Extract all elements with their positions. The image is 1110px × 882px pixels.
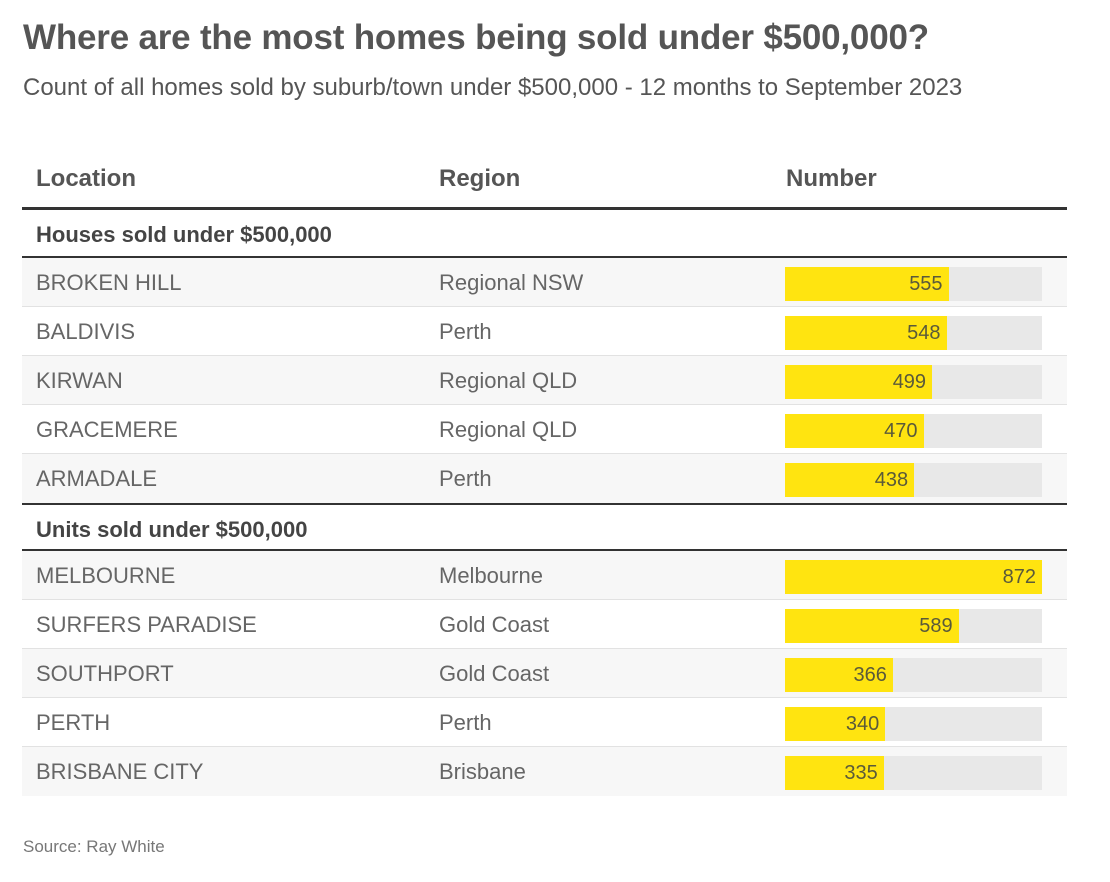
bar-track: 499 bbox=[785, 365, 1042, 399]
bar-track: 438 bbox=[785, 463, 1042, 497]
region-cell: Gold Coast bbox=[439, 612, 550, 637]
table-row: BROKEN HILL Regional NSW 555 bbox=[22, 258, 1067, 307]
bar-value-label: 335 bbox=[844, 762, 878, 784]
region-cell: Regional NSW bbox=[439, 270, 584, 295]
region-cell: Regional QLD bbox=[439, 417, 578, 442]
data-table: Location Region Number Houses sold under… bbox=[22, 150, 1067, 796]
location-cell: GRACEMERE bbox=[36, 417, 178, 442]
location-cell: SOUTHPORT bbox=[36, 661, 174, 686]
source-note: Source: Ray White bbox=[23, 837, 165, 856]
region-cell: Perth bbox=[439, 466, 492, 491]
bar-track: 548 bbox=[785, 316, 1042, 350]
region-cell: Melbourne bbox=[439, 563, 543, 588]
bar-track: 555 bbox=[785, 267, 1042, 301]
bar-value-label: 872 bbox=[1002, 566, 1036, 588]
table-row: BALDIVIS Perth 548 bbox=[22, 307, 1067, 356]
bar-value-label: 366 bbox=[853, 664, 887, 686]
region-cell: Gold Coast bbox=[439, 661, 550, 686]
location-cell: SURFERS PARADISE bbox=[36, 612, 257, 637]
region-cell: Brisbane bbox=[439, 759, 526, 784]
location-cell: PERTH bbox=[36, 710, 111, 735]
group-header: Houses sold under $500,000 bbox=[22, 210, 1067, 258]
table-row: SOUTHPORT Gold Coast 366 bbox=[22, 649, 1067, 698]
group-label: Houses sold under $500,000 bbox=[36, 222, 332, 247]
bar: 589 bbox=[785, 609, 959, 643]
bar-track: 589 bbox=[785, 609, 1042, 643]
table-header: Location Region Number bbox=[22, 150, 1067, 210]
table-row: PERTH Perth 340 bbox=[22, 698, 1067, 747]
bar-value-label: 555 bbox=[909, 273, 943, 295]
column-header-location: Location bbox=[36, 165, 136, 192]
bar: 335 bbox=[785, 756, 884, 790]
bar: 340 bbox=[785, 707, 886, 741]
location-cell: BROKEN HILL bbox=[36, 270, 182, 295]
table-row: KIRWAN Regional QLD 499 bbox=[22, 356, 1067, 405]
bar-value-label: 438 bbox=[874, 469, 909, 491]
column-header-region: Region bbox=[439, 165, 521, 192]
location-cell: ARMADALE bbox=[36, 466, 158, 491]
region-cell: Perth bbox=[439, 319, 492, 344]
chart-title: Where are the most homes being sold unde… bbox=[23, 18, 929, 57]
chart-subtitle: Count of all homes sold by suburb/town u… bbox=[23, 74, 963, 101]
table-row: SURFERS PARADISE Gold Coast 589 bbox=[22, 600, 1067, 649]
bar-value-label: 589 bbox=[919, 615, 953, 637]
table-row: BRISBANE CITY Brisbane 335 bbox=[22, 747, 1067, 796]
location-cell: BALDIVIS bbox=[36, 319, 136, 344]
table-row: ARMADALE Perth 438 bbox=[22, 454, 1067, 503]
group-header: Units sold under $500,000 bbox=[22, 503, 1067, 551]
bar: 872 bbox=[785, 560, 1042, 594]
table-row: MELBOURNE Melbourne 872 bbox=[22, 551, 1067, 600]
column-header-number: Number bbox=[786, 165, 877, 192]
bar-track: 872 bbox=[785, 560, 1042, 594]
location-cell: MELBOURNE bbox=[36, 563, 176, 588]
bar: 438 bbox=[785, 463, 915, 497]
bar-track: 335 bbox=[785, 756, 1042, 790]
bar-track: 366 bbox=[785, 658, 1042, 692]
table-body: Houses sold under $500,000 BROKEN HILL Reg… bbox=[22, 210, 1067, 796]
bar: 555 bbox=[785, 267, 949, 301]
location-cell: KIRWAN bbox=[36, 368, 123, 393]
bar: 499 bbox=[785, 365, 933, 399]
table-row: GRACEMERE Regional QLD 470 bbox=[22, 405, 1067, 454]
region-cell: Regional QLD bbox=[439, 368, 578, 393]
location-cell: BRISBANE CITY bbox=[36, 759, 204, 784]
bar-value-label: 340 bbox=[845, 713, 880, 735]
bar: 470 bbox=[785, 414, 924, 448]
region-cell: Perth bbox=[439, 710, 492, 735]
bar: 548 bbox=[785, 316, 947, 350]
bar-track: 340 bbox=[785, 707, 1042, 741]
group-label: Units sold under $500,000 bbox=[36, 517, 308, 542]
bar-value-label: 548 bbox=[907, 322, 941, 344]
bar-track: 470 bbox=[785, 414, 1042, 448]
bar: 366 bbox=[785, 658, 893, 692]
bar-value-label: 470 bbox=[884, 420, 918, 442]
bar-value-label: 499 bbox=[892, 371, 927, 393]
